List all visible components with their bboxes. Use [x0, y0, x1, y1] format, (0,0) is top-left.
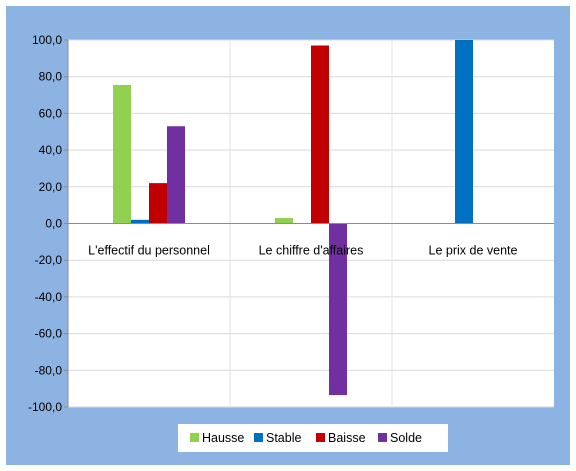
y-tick-label: 0,0 [45, 217, 62, 231]
y-tick-label: -20,0 [35, 253, 63, 267]
y-tick-label: -80,0 [35, 363, 63, 377]
legend-label: Hausse [202, 431, 244, 445]
bar-baisse [311, 45, 329, 224]
category-labels: L'effectif du personnel Le chiffre d'affa… [88, 244, 517, 258]
bars [113, 40, 473, 396]
legend-swatch [254, 433, 263, 442]
legend: Hausse Stable Baisse Solde [190, 431, 422, 445]
y-tick-label: 40,0 [39, 143, 63, 157]
bar-stable [455, 40, 473, 224]
x-category-label: Le prix de vente [429, 244, 518, 258]
legend-swatch [316, 433, 325, 442]
y-tick-label: -100,0 [28, 400, 62, 414]
legend-swatch [378, 433, 387, 442]
legend-label: Solde [390, 431, 422, 445]
bar-hausse [113, 84, 131, 224]
bar-hausse [275, 217, 293, 224]
y-tick-label: -40,0 [35, 290, 63, 304]
y-tick-label: 100,0 [32, 33, 62, 47]
legend-label: Baisse [328, 431, 366, 445]
bar-stable [131, 219, 149, 224]
x-category-label: L'effectif du personnel [88, 244, 210, 258]
bar-solde [329, 223, 347, 396]
legend-label: Stable [266, 431, 301, 445]
x-category-label: Le chiffre d'affaires [259, 244, 364, 258]
legend-box [178, 424, 448, 452]
y-tick-label: 60,0 [39, 106, 63, 120]
bar-solde [167, 126, 185, 224]
bar-baisse [149, 183, 167, 224]
y-tick-label: 20,0 [39, 180, 63, 194]
y-tick-label: -60,0 [35, 327, 63, 341]
legend-swatch [190, 433, 199, 442]
y-axis-ticks: 100,0 80,0 60,0 40,0 20,0 0,0 -20,0 -40,0 -60,0 -… [28, 33, 68, 414]
y-tick-label: 80,0 [39, 70, 63, 84]
